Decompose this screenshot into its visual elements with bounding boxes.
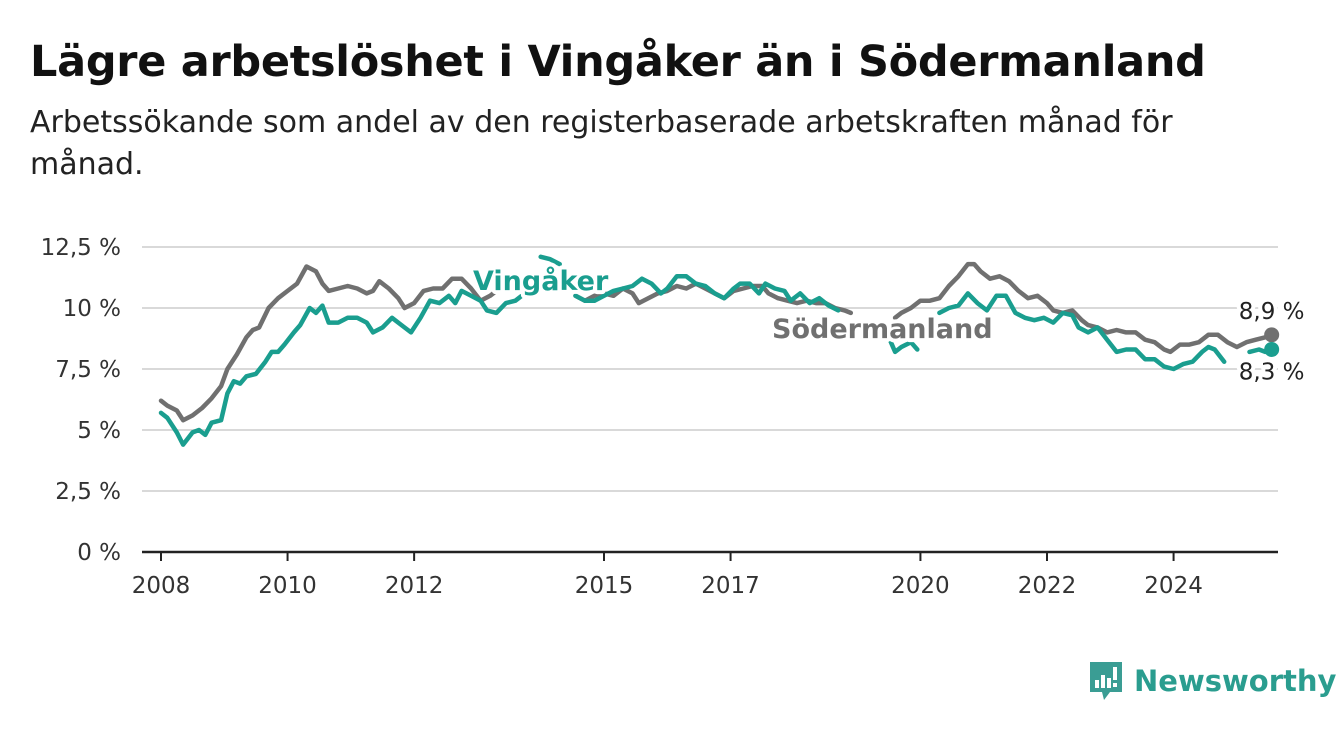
x-tick-label: 2010	[258, 573, 317, 599]
y-axis-tick-labels: 0 % 2,5 % 5 % 7,5 % 10 % 12,5 %	[41, 235, 121, 566]
end-value-label: 8,3 %	[1239, 359, 1305, 385]
series-line-ving-ker	[158, 254, 1274, 447]
y-tick-label: 2,5 %	[55, 479, 121, 505]
x-tick-label: 2017	[701, 573, 760, 599]
x-tick-label: 2012	[385, 573, 444, 599]
x-tick-label: 2015	[575, 573, 634, 599]
x-tick-label: 2022	[1018, 573, 1077, 599]
y-tick-label: 0 %	[77, 540, 121, 566]
end-point-marker	[1264, 341, 1280, 357]
newsworthy-brand[interactable]: Newsworthy	[1088, 660, 1336, 702]
x-tick-label: 2008	[132, 573, 191, 599]
series-line-s-dermanland	[158, 261, 1274, 423]
series-lines	[158, 254, 1280, 447]
end-value-label: 8,9 %	[1239, 299, 1305, 325]
brand-name: Newsworthy	[1134, 664, 1337, 698]
series-label-sodermanland: Södermanland	[772, 314, 993, 345]
y-tick-label: 5 %	[77, 418, 121, 444]
series-label-vingaker: Vingåker	[473, 265, 609, 297]
series-labels: Vingåker Södermanland 8,9 % 8,3 %	[469, 261, 1309, 389]
x-tick-label: 2020	[891, 573, 950, 599]
y-tick-label: 10 %	[63, 296, 121, 322]
y-tick-label: 7,5 %	[55, 357, 121, 383]
gridlines	[142, 246, 1278, 492]
chart-subtitle: Arbetssökande som andel av den registerb…	[30, 105, 1173, 182]
y-tick-label: 12,5 %	[41, 235, 121, 261]
end-point-marker	[1264, 327, 1280, 343]
chart-title: Lägre arbetslöshet i Vingåker än i Söder…	[30, 37, 1206, 87]
newsworthy-logo-icon	[1090, 662, 1122, 700]
x-tick-label: 2024	[1144, 573, 1203, 599]
x-axis-tick-labels: 2008 2010 2012 2015 2017 2020 2022 2024	[132, 552, 1203, 599]
